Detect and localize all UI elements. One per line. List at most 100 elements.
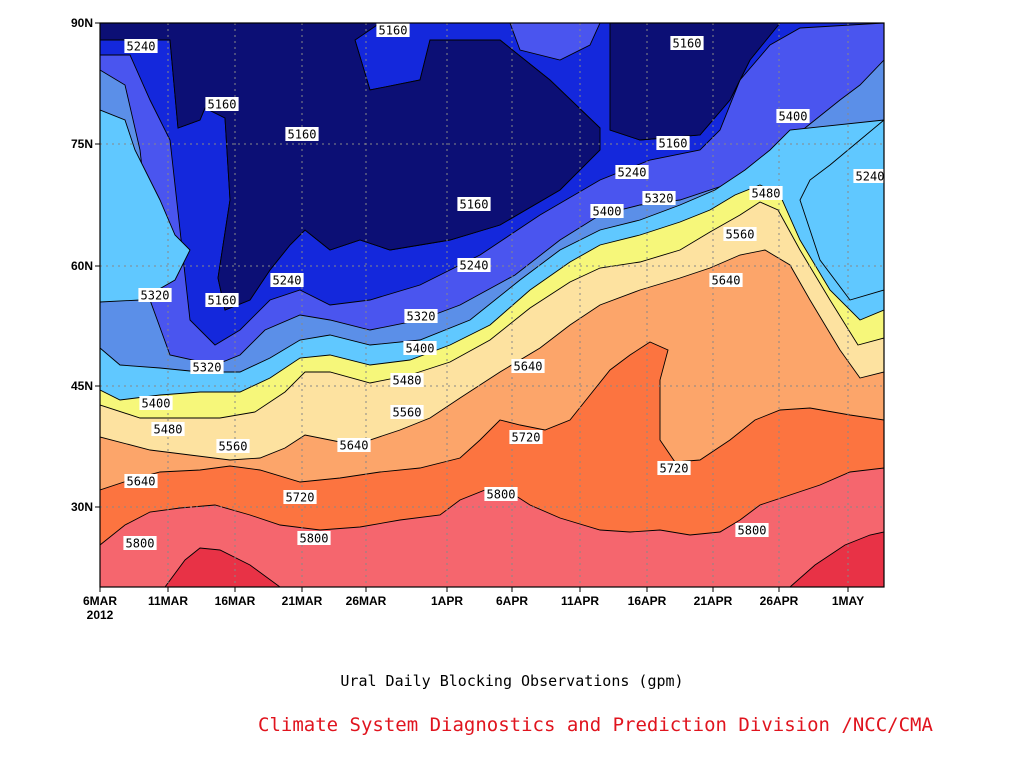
contour-label: 5400 xyxy=(593,205,622,219)
contour-label: 5720 xyxy=(660,462,689,476)
contour-label: 5480 xyxy=(752,187,781,201)
contour-fills xyxy=(100,23,884,587)
contour-label-box xyxy=(509,430,543,444)
contour-label: 5320 xyxy=(193,361,222,375)
contour-label-box xyxy=(511,359,545,373)
x-tick-label: 6APR xyxy=(496,594,528,608)
fill-core xyxy=(609,23,781,141)
contour-label-box xyxy=(139,396,173,410)
contour-label-box xyxy=(124,474,158,488)
contour-label-box xyxy=(404,309,438,323)
contour-label: 5160 xyxy=(659,137,688,151)
contour-label: 5240 xyxy=(460,259,489,273)
x-tick-label: 16MAR xyxy=(215,594,256,608)
contour-label: 5240 xyxy=(127,40,156,54)
contour-label: 5480 xyxy=(393,374,422,388)
contour-label-box xyxy=(749,186,783,200)
x-tick-label: 26MAR xyxy=(346,594,387,608)
y-tick-label: 75N xyxy=(71,137,93,151)
contour-label: 5240 xyxy=(856,170,885,184)
contour-label-box xyxy=(403,341,437,355)
contour-label: 5160 xyxy=(208,98,237,112)
contour-label-box xyxy=(390,405,424,419)
contour-label: 5480 xyxy=(154,423,183,437)
axes: 6MAR 11MAR 16MAR 21MAR 26MAR 1APR 6APR 11APR 16A… xyxy=(71,16,864,622)
fill-band-4 xyxy=(100,109,191,303)
contour-label: 5400 xyxy=(779,110,808,124)
contour-label: 5800 xyxy=(738,524,767,538)
x-tick-label: 21MAR xyxy=(282,594,323,608)
contour-label-box xyxy=(657,461,691,475)
contour-label: 5160 xyxy=(288,128,317,142)
x-tick-label: 11MAR xyxy=(148,594,188,608)
chart-title: Ural Daily Blocking Observations (gpm) xyxy=(340,672,684,690)
contour-label: 5640 xyxy=(340,439,369,453)
contour-label-box xyxy=(457,197,491,211)
contour-label-box xyxy=(285,127,319,141)
fill-band-8 xyxy=(100,341,884,587)
contour-label: 5160 xyxy=(208,294,237,308)
contour-label: 5560 xyxy=(726,228,755,242)
fill-band-10 xyxy=(789,531,884,587)
contour-label-box xyxy=(615,165,649,179)
contour-label-box xyxy=(270,273,304,287)
contour-label: 5640 xyxy=(712,274,741,288)
fill-band-9 xyxy=(100,467,884,587)
contour-label: 5320 xyxy=(645,192,674,206)
contour-label: 5400 xyxy=(142,397,171,411)
x-tick-label: 1MAY xyxy=(832,594,864,608)
plot-frame xyxy=(99,22,885,588)
contour-label-box xyxy=(205,97,239,111)
contour-label-box xyxy=(776,109,810,123)
contour-label: 5560 xyxy=(393,406,422,420)
contour-label-box xyxy=(337,438,371,452)
fill-core xyxy=(100,23,601,311)
contour-label-box xyxy=(457,258,491,272)
contour-label: 5640 xyxy=(514,360,543,374)
fill-band-10 xyxy=(164,547,281,587)
contour-label-box xyxy=(205,293,239,307)
contour-label-box xyxy=(376,23,410,37)
contour-label: 5640 xyxy=(127,475,156,489)
contour-label: 5800 xyxy=(487,488,516,502)
x-year-label: 2012 xyxy=(87,608,114,622)
contour-label-box xyxy=(642,191,676,205)
y-tick-label: 30N xyxy=(71,500,93,514)
contour-label-box xyxy=(151,422,185,436)
contour-label-box xyxy=(853,169,887,183)
contour-label-box xyxy=(484,487,518,501)
y-tick-label: 90N xyxy=(71,16,93,30)
contour-label: 5800 xyxy=(300,532,329,546)
contour-label: 5720 xyxy=(512,431,541,445)
contour-label: 5160 xyxy=(460,198,489,212)
contour-label: 5400 xyxy=(406,342,435,356)
contour-label-box xyxy=(283,490,317,504)
contour-label-box xyxy=(723,227,757,241)
x-tick-label: 11APR xyxy=(561,594,599,608)
contour-label-box xyxy=(124,39,158,53)
contour-label-box xyxy=(190,360,224,374)
contour-label-box xyxy=(297,531,331,545)
contour-label-box xyxy=(123,536,157,550)
x-tick-label: 6MAR xyxy=(83,594,117,608)
contour-label-box xyxy=(390,373,424,387)
x-tick-label: 26APR xyxy=(760,594,799,608)
contour-label: 5240 xyxy=(618,166,647,180)
contour-label: 5240 xyxy=(273,274,302,288)
contour-label-box xyxy=(590,204,624,218)
y-tick-label: 60N xyxy=(71,259,93,273)
contour-label: 5800 xyxy=(126,537,155,551)
y-tick-label: 45N xyxy=(71,379,93,393)
contour-label-box xyxy=(138,288,172,302)
x-tick-label: 21APR xyxy=(694,594,733,608)
contour-lines xyxy=(100,23,781,311)
contour-label: 5160 xyxy=(673,37,702,51)
contour-label-box xyxy=(735,523,769,537)
contour-label-box xyxy=(216,439,250,453)
contour-label-box xyxy=(656,136,690,150)
x-tick-label: 1APR xyxy=(431,594,463,608)
x-tick-label: 16APR xyxy=(628,594,667,608)
contour-label: 5320 xyxy=(141,289,170,303)
contour-label-box xyxy=(709,273,743,287)
